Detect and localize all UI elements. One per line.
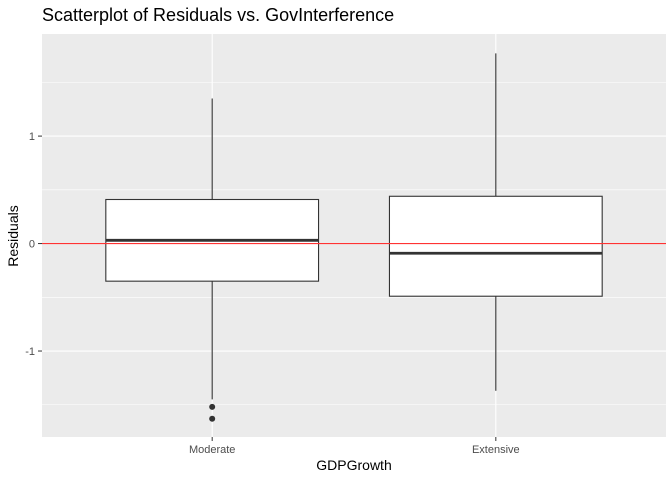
- x-tick-label: Extensive: [472, 444, 520, 456]
- y-axis-title: Residuals: [5, 205, 21, 266]
- chart-title: Scatterplot of Residuals vs. GovInterfer…: [42, 5, 394, 25]
- box-moderate: [105, 98, 320, 422]
- y-tick-label: 0: [29, 239, 35, 251]
- y-tick-label: -1: [25, 346, 35, 358]
- x-tick-label: Moderate: [189, 444, 235, 456]
- box-iqr: [388, 195, 603, 297]
- box-extensive: [388, 53, 603, 391]
- y-axis-ticks: -1 0 1: [25, 131, 42, 358]
- outlier-point: [209, 403, 216, 410]
- x-axis-title: GDPGrowth: [316, 457, 391, 473]
- y-tick-label: 1: [29, 131, 35, 143]
- x-axis-ticks: Moderate Extensive: [189, 437, 520, 456]
- boxes-layer: [105, 53, 603, 422]
- outlier-point: [209, 415, 216, 422]
